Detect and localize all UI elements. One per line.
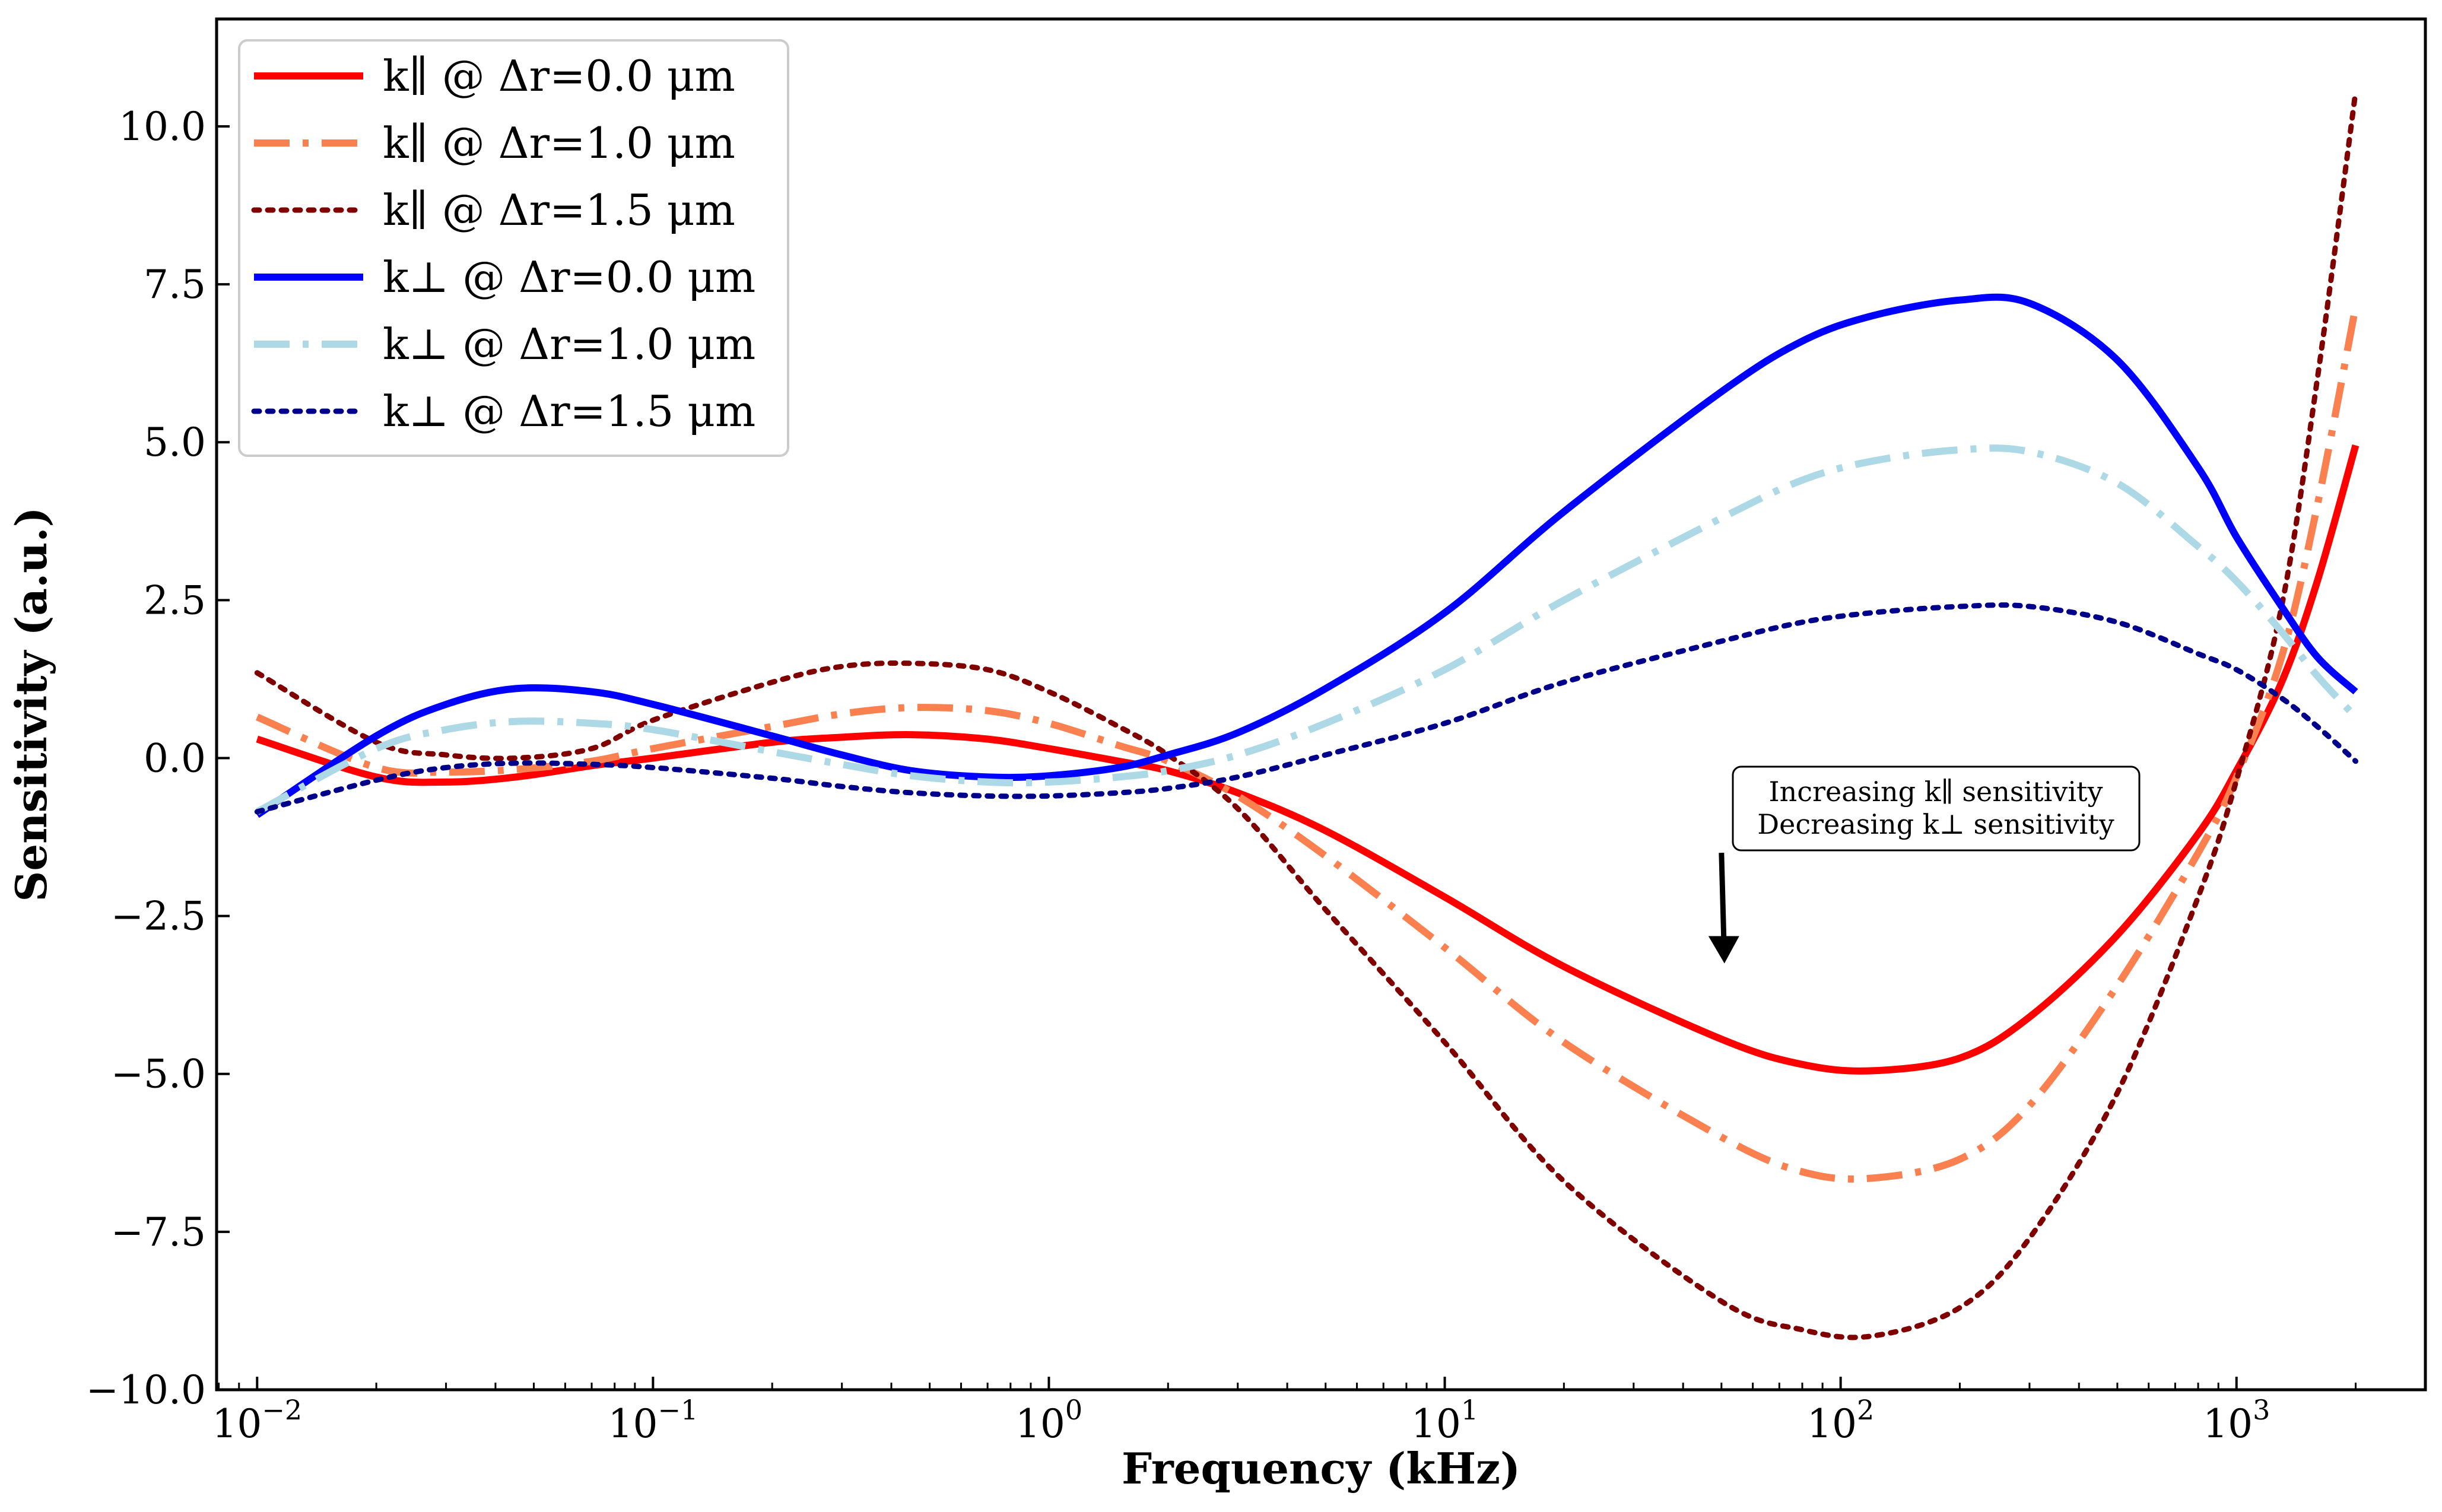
axis-ticks: −10.0 −7.5 −5.0 −2.5 0.0 2.5 5.0 7.5 10.0 10−2 10−… xyxy=(86,104,2357,1447)
x-tick-label: 100 xyxy=(1015,1394,1082,1447)
legend-label-2: k∥ @ Δr=1.5 μm xyxy=(383,185,735,235)
series-line-5 xyxy=(254,602,2358,815)
legend-label-3: k⊥ @ Δr=0.0 μm xyxy=(383,252,755,302)
annotation-arrow-shaft xyxy=(1719,853,1727,940)
x-axis-label: Frequency (kHz) xyxy=(1122,1443,1520,1494)
series-line-3 xyxy=(255,293,2358,818)
annotation-arrowhead xyxy=(1708,936,1739,964)
series-line-0 xyxy=(256,444,2360,1075)
legend-label-4: k⊥ @ Δr=1.0 μm xyxy=(383,319,755,369)
x-tick-label: 103 xyxy=(2203,1394,2270,1447)
y-tick-label: 5.0 xyxy=(144,420,206,465)
y-tick-label: 0.0 xyxy=(144,735,206,781)
y-tick-label: −7.5 xyxy=(111,1209,206,1255)
annotation-text-line-0: Increasing k∥ sensitivity xyxy=(1768,776,2103,808)
x-tick-label: 10−2 xyxy=(212,1394,302,1447)
y-tick-label: 10.0 xyxy=(119,104,206,150)
series-line-2 xyxy=(254,88,2358,1341)
x-tick-label: 102 xyxy=(1807,1394,1874,1447)
annotation-box xyxy=(1732,765,2141,852)
series-line-4 xyxy=(255,444,2358,815)
y-tick-label: −5.0 xyxy=(111,1052,206,1097)
legend-box xyxy=(238,39,789,457)
plot-frame xyxy=(215,17,2427,1392)
y-tick-label: −2.5 xyxy=(111,894,206,939)
series-layer xyxy=(254,88,2360,1341)
x-tick-label: 101 xyxy=(1411,1394,1478,1447)
legend-label-1: k∥ @ Δr=1.0 μm xyxy=(383,118,735,168)
annotation-text-line-1: Decreasing k⊥ sensitivity xyxy=(1757,808,2114,840)
legend: k∥ @ Δr=0.0 μm k∥ @ Δr=1.0 μm k∥ @ Δr=1.5 … xyxy=(238,39,789,457)
series-line-1 xyxy=(255,306,2360,1183)
legend-label-0: k∥ @ Δr=0.0 μm xyxy=(383,51,735,101)
y-tick-label: −10.0 xyxy=(86,1367,206,1413)
y-tick-label: 2.5 xyxy=(144,577,206,623)
x-tick-label: 10−1 xyxy=(608,1394,698,1447)
y-tick-label: 7.5 xyxy=(144,262,206,307)
y-axis-label: Sensitivity (a.u.) xyxy=(6,507,56,901)
legend-label-5: k⊥ @ Δr=1.5 μm xyxy=(383,386,755,436)
